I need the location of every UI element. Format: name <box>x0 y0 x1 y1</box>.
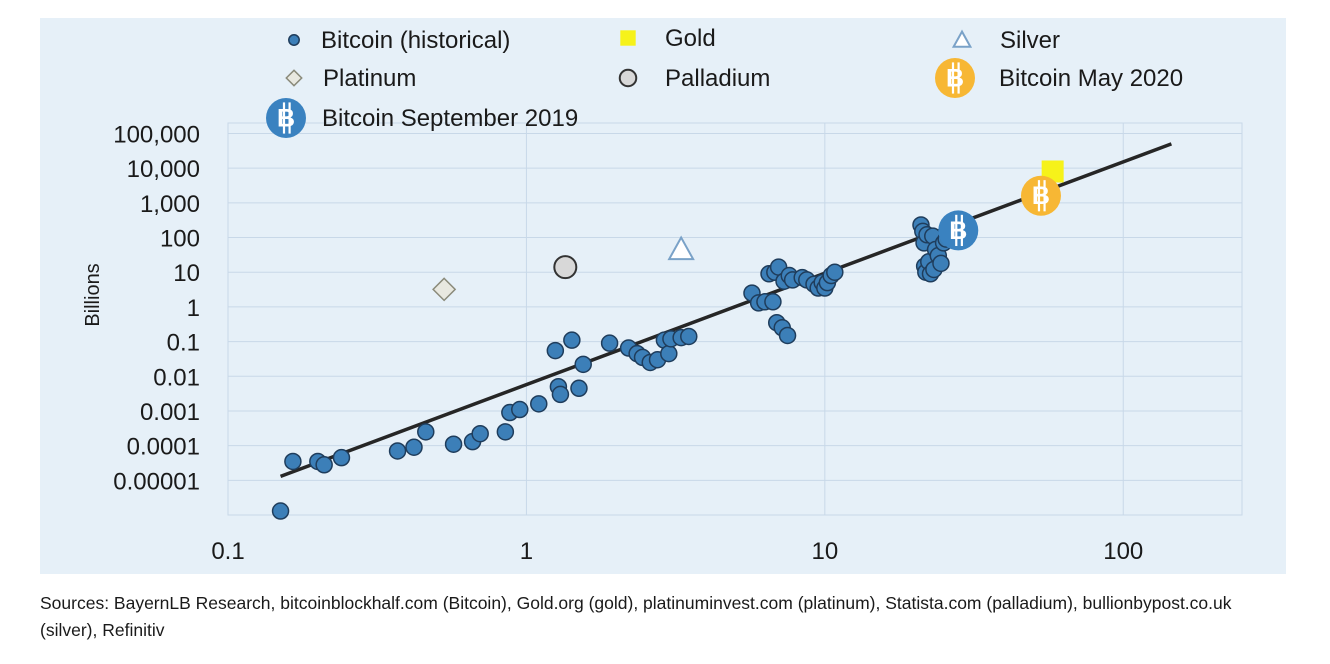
y-tick-label: 0.1 <box>167 330 200 357</box>
bitcoin-historical-point <box>315 456 333 474</box>
y-tick-label: 0.01 <box>153 364 200 391</box>
svg-text:B: B <box>946 64 964 92</box>
bitcoin-historical-point <box>511 400 529 419</box>
bitcoin-historical-point <box>471 424 489 443</box>
x-tick-label: 1 <box>520 538 533 565</box>
y-tick-label: 1,000 <box>140 191 200 218</box>
y-tick-label: 1 <box>187 295 200 322</box>
legend-item-gold: Gold <box>620 25 716 52</box>
y-tick-label: 0.001 <box>140 399 200 426</box>
bitcoin-historical-point <box>417 423 435 441</box>
palladium-point <box>553 255 578 280</box>
bitcoin-historical-point <box>563 331 581 349</box>
legend-label-bitcoin-historical: Bitcoin (historical) <box>321 27 510 54</box>
sources-note: Sources: BayernLB Research, bitcoinblock… <box>40 593 1232 640</box>
bitcoin-historical-point <box>546 341 565 360</box>
bitcoin-historical-point <box>496 423 515 441</box>
y-tick-label: 10,000 <box>127 156 200 183</box>
legend-marker-gold <box>620 30 636 46</box>
legend-item-bitcoin-historical: Bitcoin (historical) <box>288 27 510 54</box>
legend-label-palladium: Palladium <box>665 65 770 92</box>
legend-label-platinum: Platinum <box>323 65 416 92</box>
svg-text:B: B <box>277 104 295 132</box>
bitcoin-historical-point <box>574 355 592 374</box>
y-tick-label: 10 <box>173 260 200 287</box>
bitcoin-historical-point <box>600 334 619 352</box>
platinum-point <box>432 277 457 302</box>
bitcoin-historical-point <box>530 395 548 413</box>
bitcoin-historical-point <box>764 293 782 311</box>
svg-text:B: B <box>949 217 967 245</box>
chart-background <box>40 18 1286 574</box>
bitcoin-historical-point <box>778 326 797 345</box>
bitcoin-historical-point <box>405 438 423 456</box>
legend-marker-bitcoin-may-2020: B <box>935 58 975 98</box>
grid-lines <box>227 122 1243 516</box>
y-tick-label: 100,000 <box>113 121 200 148</box>
y-tick-label: 0.0001 <box>127 434 200 461</box>
bitcoin-may-2020-point: B <box>1020 175 1061 216</box>
legend: Bitcoin (historical) Gold Silver Platinum Pa… <box>266 25 1183 138</box>
legend-label-silver: Silver <box>1000 27 1060 54</box>
legend-item-bitcoin-may-2020: B Bitcoin May 2020 <box>935 58 1183 98</box>
bitcoin-historical-point <box>444 435 463 453</box>
y-tick-label: 0.00001 <box>113 468 200 495</box>
x-tick-label: 100 <box>1103 538 1143 565</box>
bitcoin-historical-point <box>660 344 678 363</box>
legend-item-platinum: Platinum <box>285 65 416 92</box>
bitcoin-historical-point <box>271 502 290 520</box>
bitcoin-september-2019-point: B <box>938 210 979 251</box>
bitcoin-historical-point <box>284 452 302 471</box>
legend-item-silver: Silver <box>951 27 1060 54</box>
legend-label-bitcoin-september-2019: Bitcoin September 2019 <box>322 105 578 132</box>
silver-point <box>667 235 695 261</box>
bitcoin-historical-point <box>680 327 698 346</box>
bitcoin-historical-point <box>826 263 844 281</box>
legend-marker-platinum <box>285 69 303 87</box>
legend-label-bitcoin-may-2020: Bitcoin May 2020 <box>999 65 1183 92</box>
legend-item-palladium: Palladium <box>618 65 770 92</box>
x-tick-label: 0.1 <box>211 538 244 565</box>
bitcoin-historical-point <box>332 448 351 467</box>
bitcoin-historical-point <box>932 254 950 273</box>
y-axis-label: Billions <box>82 263 104 326</box>
y-tick-label: 100 <box>160 226 200 253</box>
bitcoin-historical-point <box>388 442 407 460</box>
bitcoin-historical-point <box>551 385 570 404</box>
legend-marker-palladium <box>618 68 638 88</box>
data-points: BB <box>271 160 1064 520</box>
legend-marker-bitcoin-historical <box>288 34 300 46</box>
bitcoin-historical-point <box>570 379 588 398</box>
legend-marker-bitcoin-september-2019: B <box>266 98 306 138</box>
x-tick-label: 10 <box>811 538 838 565</box>
legend-marker-silver <box>951 29 973 48</box>
legend-item-bitcoin-september-2019: B Bitcoin September 2019 <box>266 98 578 138</box>
axes: 0.00001 0.0001 0.001 0.01 0.1 1 10 100 1,000 10,0… <box>82 121 1143 565</box>
svg-text:B: B <box>1032 182 1050 210</box>
legend-label-gold: Gold <box>665 25 716 52</box>
